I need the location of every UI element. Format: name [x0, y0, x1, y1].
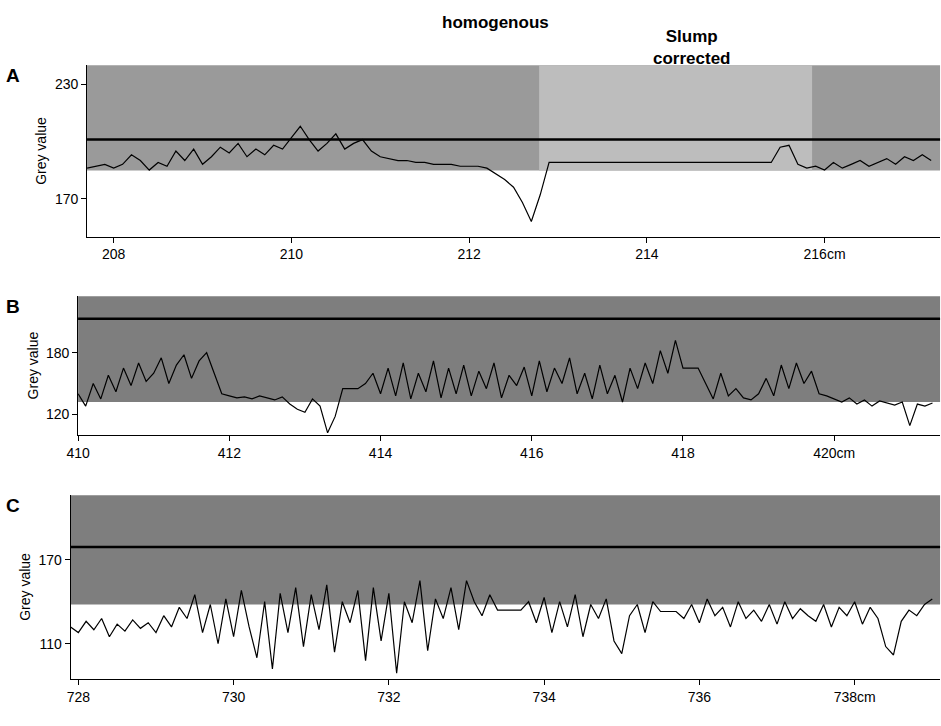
- svg-text:110: 110: [39, 636, 62, 652]
- svg-text:420cm: 420cm: [813, 445, 855, 461]
- svg-text:Grey value: Grey value: [17, 553, 33, 621]
- svg-text:A: A: [6, 65, 20, 86]
- svg-text:120: 120: [46, 406, 70, 422]
- svg-text:216cm: 216cm: [804, 246, 846, 262]
- svg-text:Grey value: Grey value: [25, 331, 41, 399]
- svg-text:Grey value: Grey value: [33, 117, 49, 185]
- svg-text:728: 728: [67, 689, 91, 705]
- svg-text:C: C: [6, 495, 20, 516]
- svg-text:170: 170: [55, 191, 79, 207]
- svg-text:416: 416: [520, 445, 544, 461]
- svg-text:736: 736: [688, 689, 712, 705]
- svg-text:212: 212: [457, 246, 481, 262]
- svg-text:170: 170: [38, 552, 62, 568]
- svg-text:414: 414: [369, 445, 393, 461]
- svg-text:180: 180: [46, 345, 70, 361]
- svg-text:Slumpcorrected: Slumpcorrected: [653, 27, 730, 68]
- svg-text:B: B: [6, 296, 20, 317]
- svg-text:412: 412: [218, 445, 242, 461]
- svg-text:410: 410: [66, 445, 90, 461]
- svg-text:214: 214: [635, 246, 659, 262]
- svg-text:208: 208: [102, 246, 126, 262]
- svg-text:734: 734: [532, 689, 556, 705]
- svg-text:homogenous: homogenous: [442, 13, 549, 32]
- svg-text:738cm: 738cm: [834, 689, 876, 705]
- svg-text:230: 230: [55, 76, 79, 92]
- svg-text:210: 210: [280, 246, 304, 262]
- svg-text:730: 730: [222, 689, 246, 705]
- svg-text:732: 732: [377, 689, 401, 705]
- svg-text:418: 418: [671, 445, 695, 461]
